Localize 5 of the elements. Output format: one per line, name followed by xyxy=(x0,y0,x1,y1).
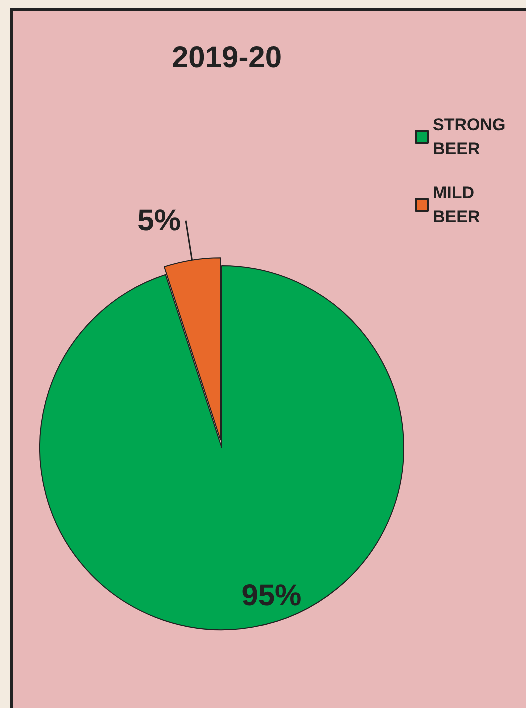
data-label: 5% xyxy=(138,204,182,238)
legend-label: STRONG BEER xyxy=(433,116,510,158)
data-label: 95% xyxy=(242,579,302,612)
chart-title: 2019-20 xyxy=(172,42,282,74)
legend-label: MILD BEER xyxy=(433,184,480,226)
